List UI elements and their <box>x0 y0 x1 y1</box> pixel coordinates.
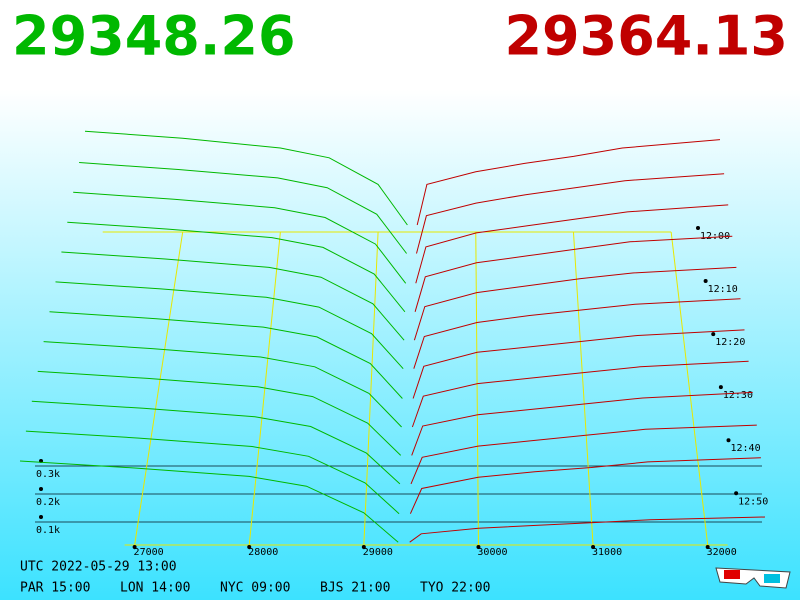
city-time: NYC 09:00 <box>220 581 290 596</box>
depth-tick-label: 0.3k <box>36 469 60 480</box>
price-tick <box>132 545 137 549</box>
bid-depth-line <box>19 460 399 543</box>
time-label: 12:40 <box>731 443 761 454</box>
ask-depth-line <box>414 235 733 312</box>
bid-depth-line <box>43 341 402 428</box>
ask-depth-line <box>411 360 749 428</box>
time-tick <box>734 491 739 496</box>
ask-depth-line <box>416 173 725 254</box>
price-tick-label: 30000 <box>477 547 507 558</box>
time-tick <box>703 279 708 284</box>
ask-depth-line <box>410 424 757 485</box>
bid-depth-line <box>49 311 403 399</box>
bid-depth-line <box>25 430 400 515</box>
time-tick <box>718 385 723 390</box>
price-tick <box>476 545 481 549</box>
price-tick <box>247 545 252 549</box>
price-tick <box>361 545 366 549</box>
city-time: TYO 22:00 <box>420 581 490 596</box>
depth-tick <box>39 487 43 491</box>
time-tick <box>711 332 716 337</box>
ask-depth-line <box>411 391 753 456</box>
bid-depth-line <box>31 400 401 485</box>
time-label: 12:50 <box>738 496 768 507</box>
depth-tick <box>39 515 43 519</box>
ask-depth-line <box>413 266 737 341</box>
glasses-icon <box>715 567 791 589</box>
time-tick <box>696 226 700 230</box>
price-grid-line <box>572 231 594 546</box>
time-label: 12:10 <box>708 284 738 295</box>
time-label: 12:20 <box>715 337 745 348</box>
time-label: 12:00 <box>700 231 730 242</box>
time-label: 12:30 <box>723 390 753 401</box>
price-grid-line <box>475 231 479 546</box>
price-grid-line <box>363 231 379 546</box>
price-tick-label: 31000 <box>592 547 622 558</box>
bid-depth-line <box>55 281 404 370</box>
utc-time: UTC 2022-05-29 13:00 <box>20 560 177 575</box>
bid-price: 29348.26 <box>12 5 296 68</box>
price-tick-label: 28000 <box>248 547 278 558</box>
depth-tick-label: 0.1k <box>36 525 60 536</box>
ask-depth-line <box>415 204 729 284</box>
ask-depth-line <box>409 457 761 514</box>
bid-depth-line <box>61 251 405 341</box>
city-time: BJS 21:00 <box>320 581 390 596</box>
bid-depth-line <box>79 162 407 254</box>
ask-price: 29364.13 <box>504 5 788 68</box>
price-tick <box>705 545 710 549</box>
bid-depth-line <box>84 130 408 226</box>
bid-depth-line <box>67 221 406 313</box>
price-grid-line <box>134 231 184 546</box>
bid-depth-line <box>73 191 407 284</box>
city-time: LON 14:00 <box>120 581 190 596</box>
ask-depth-line <box>409 516 766 543</box>
price-grid-line <box>670 231 709 546</box>
ask-depth-line <box>413 298 741 369</box>
ask-depth-line <box>416 139 721 226</box>
price-tick-label: 32000 <box>707 547 737 558</box>
depth-tick-label: 0.2k <box>36 497 60 508</box>
price-tick <box>591 545 596 549</box>
bid-depth-line <box>37 370 402 456</box>
city-time: PAR 15:00 <box>20 581 90 596</box>
price-tick-label: 29000 <box>363 547 393 558</box>
ask-depth-line <box>412 329 745 399</box>
time-tick <box>726 438 731 443</box>
price-tick-label: 27000 <box>134 547 164 558</box>
